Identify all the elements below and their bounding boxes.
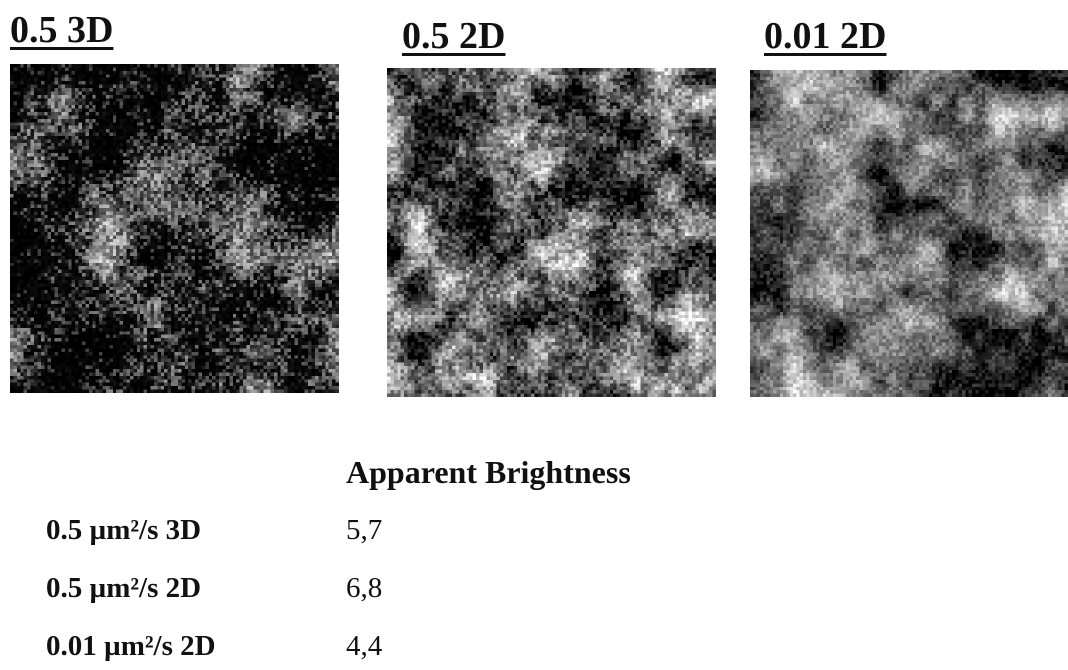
fluorescence-image-0.5-2d	[387, 68, 716, 397]
panel-title-0.5-2d: 0.5 2D	[402, 15, 506, 57]
panel-title-0.5-3d: 0.5 3D	[10, 9, 114, 51]
brightness-row-label: 0.5 µm²/s 2D	[46, 572, 202, 604]
fluorescence-image-0.01-2d	[750, 70, 1068, 397]
brightness-row-value: 5,7	[346, 514, 383, 546]
brightness-row: 0.5 µm²/s 3D 5,7	[0, 510, 700, 554]
brightness-row: 0.5 µm²/s 2D 6,8	[0, 568, 700, 612]
brightness-table-header: Apparent Brightness	[346, 454, 631, 490]
brightness-row-label: 0.01 µm²/s 2D	[46, 630, 216, 662]
panel-title-0.01-2d: 0.01 2D	[764, 15, 887, 57]
brightness-row-value: 6,8	[346, 572, 383, 604]
brightness-row-value: 4,4	[346, 630, 383, 662]
brightness-row-label: 0.5 µm²/s 3D	[46, 514, 202, 546]
brightness-row: 0.01 µm²/s 2D 4,4	[0, 626, 700, 670]
fluorescence-image-0.5-3d	[10, 64, 339, 393]
